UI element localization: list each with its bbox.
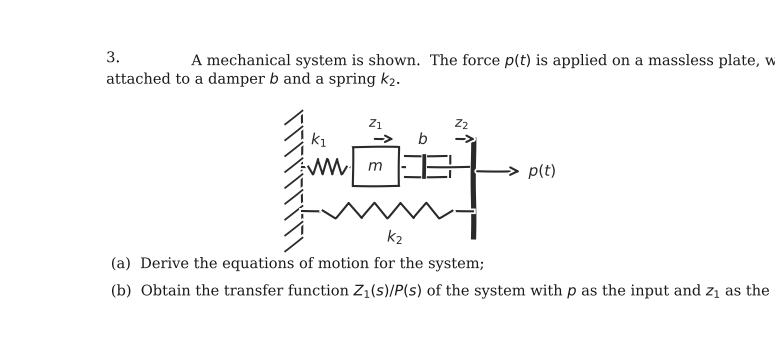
Text: $z_1$: $z_1$	[369, 117, 384, 131]
Text: (b)  Obtain the transfer function $Z_1(s)/P(s)$ of the system with $p$ as the in: (b) Obtain the transfer function $Z_1(s)…	[111, 281, 775, 300]
Bar	[353, 147, 399, 186]
Text: $m$: $m$	[368, 160, 384, 174]
Text: $k_2$: $k_2$	[387, 227, 404, 246]
Text: attached to a damper $b$ and a spring $k_2$.: attached to a damper $b$ and a spring $k…	[106, 70, 402, 89]
Text: $z_2$: $z_2$	[455, 117, 470, 131]
Text: A mechanical system is shown.  The force $p(t)$ is applied on a massless plate, : A mechanical system is shown. The force …	[191, 51, 775, 70]
Text: $p(t)$: $p(t)$	[529, 162, 556, 181]
Text: $k_1$: $k_1$	[311, 130, 328, 149]
Text: (a)  Derive the equations of motion for the system;: (a) Derive the equations of motion for t…	[111, 257, 486, 271]
Text: 3.: 3.	[106, 51, 120, 65]
Text: $b$: $b$	[418, 131, 429, 147]
